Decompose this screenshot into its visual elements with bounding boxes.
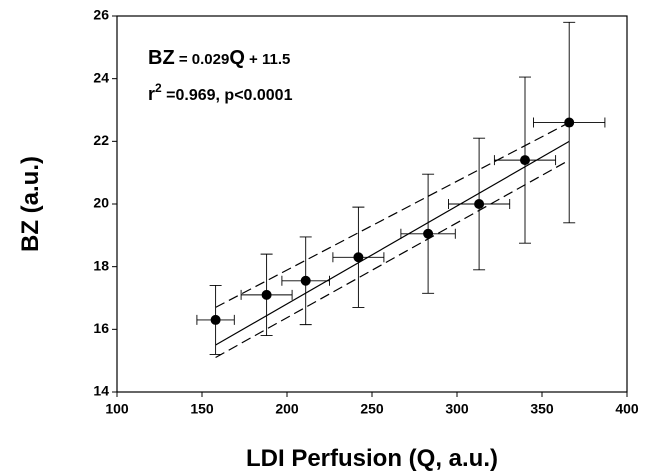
stats: r2 =0.969, p<0.0001 (148, 81, 293, 104)
point (300, 275, 311, 286)
y-tick-label: 20 (93, 195, 109, 211)
point (520, 155, 530, 166)
y-tick-label: 22 (93, 132, 109, 148)
stats-part: =0.969, p<0.0001 (162, 87, 293, 104)
x-tick-label: 150 (190, 401, 214, 417)
x-tick-label: 200 (275, 401, 299, 417)
y-tick-label: 16 (93, 320, 109, 336)
x-tick-label: 350 (530, 401, 554, 417)
equation-part: BZ (148, 47, 175, 69)
x-tick-label: 250 (360, 401, 384, 417)
y-axis-label: BZ (a.u.) (17, 156, 44, 252)
confidence-band (215, 122, 570, 308)
point (210, 314, 221, 325)
equation-part: + 11.5 (245, 51, 290, 68)
y-tick-label: 18 (93, 257, 109, 273)
x-tick-label: 300 (445, 401, 469, 417)
point (423, 228, 434, 239)
equation-part: Q (229, 47, 245, 69)
confidence-band (215, 159, 570, 359)
equation: BZ = 0.029Q + 11.5 (148, 47, 290, 69)
stats-part: 2 (155, 81, 162, 95)
x-tick-label: 100 (105, 401, 129, 417)
fit-line (215, 140, 570, 346)
equation-part: = 0.029 (175, 51, 230, 68)
point (474, 199, 485, 209)
point (564, 117, 575, 128)
y-tick-label: 26 (93, 7, 109, 23)
point (261, 289, 272, 300)
y-tick-label: 24 (93, 69, 109, 85)
stats-part: r (148, 84, 155, 104)
x-tick-label: 400 (615, 401, 639, 417)
x-axis-label: LDI Perfusion (Q, a.u.) (246, 445, 498, 472)
plot-frame (116, 15, 628, 393)
point (353, 252, 364, 263)
y-tick-label: 14 (93, 383, 109, 399)
